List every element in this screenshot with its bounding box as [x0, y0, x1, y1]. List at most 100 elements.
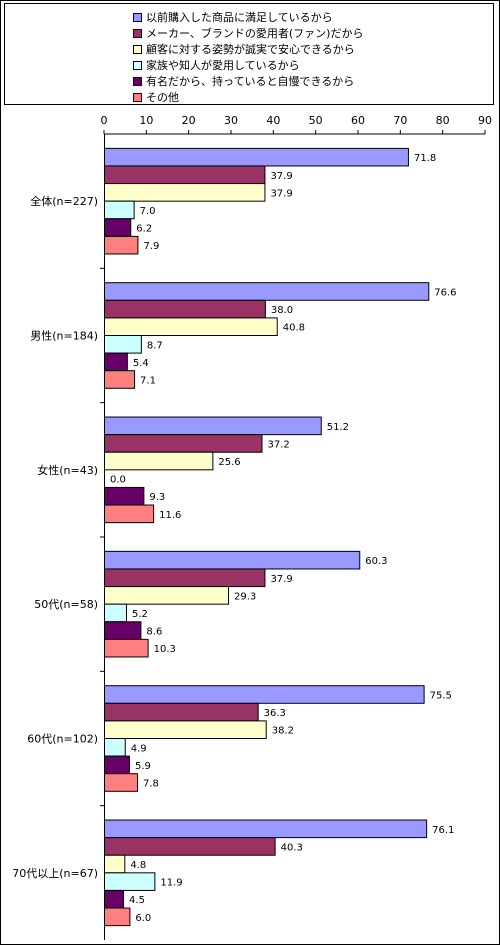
data-label: 37.9 — [270, 188, 292, 199]
bar — [104, 720, 267, 740]
legend-entry-4: 家族や知人が愛用しているから — [133, 57, 300, 73]
data-label: 71.8 — [414, 153, 436, 164]
legend-swatch — [133, 76, 142, 86]
data-label: 38.2 — [272, 726, 294, 737]
data-label: 4.9 — [131, 743, 147, 754]
category-label: 70代以上(n=67) — [12, 867, 98, 880]
data-label: 11.9 — [160, 878, 182, 889]
data-label: 38.0 — [271, 305, 293, 316]
bar — [104, 568, 266, 588]
data-label: 6.2 — [136, 224, 152, 235]
data-label: 7.0 — [140, 206, 156, 217]
bar — [104, 317, 278, 336]
legend-label: 顧客に対する姿勢が誠実で安心できるから — [146, 43, 355, 56]
data-label: 36.3 — [264, 708, 286, 719]
chart-legend: 以前購入した商品に満足しているからメーカー、ブランドの愛用者(ファン)だから 顧客… — [4, 3, 494, 105]
bar — [104, 299, 266, 319]
legend-swatch — [133, 60, 142, 70]
bar — [104, 451, 214, 471]
data-label: 5.9 — [135, 761, 151, 772]
bar — [104, 165, 266, 185]
x-tick-label: 40 — [266, 114, 280, 127]
data-label: 37.9 — [270, 574, 292, 585]
x-tick-label: 60 — [351, 114, 365, 127]
x-tick-label: 50 — [309, 114, 323, 127]
x-tick-label: 90 — [478, 114, 492, 127]
data-label: 76.1 — [432, 825, 454, 836]
data-label: 7.8 — [143, 779, 159, 790]
data-label: 7.9 — [143, 241, 159, 252]
category-label: 60代(n=102) — [27, 733, 98, 746]
x-tick-label: 20 — [182, 114, 196, 127]
legend-swatch — [133, 28, 142, 38]
bar — [104, 550, 361, 570]
data-label: 4.8 — [130, 860, 146, 871]
bar — [104, 183, 266, 202]
bar — [104, 819, 428, 839]
bar — [104, 773, 139, 792]
bar — [104, 854, 126, 874]
bar — [104, 603, 128, 623]
bar — [104, 352, 128, 372]
bar — [104, 235, 139, 255]
data-label: 7.1 — [140, 376, 156, 387]
legend-label: メーカー、ブランドの愛用者(ファン)だから — [146, 27, 364, 40]
bar — [104, 486, 145, 506]
data-label: 10.3 — [154, 644, 176, 655]
data-label: 8.6 — [146, 627, 162, 638]
bar — [104, 907, 131, 927]
data-label: 9.3 — [149, 492, 165, 503]
bar — [104, 685, 425, 704]
data-label: 37.9 — [270, 171, 292, 182]
bar — [104, 837, 276, 856]
legend-label: 以前購入した商品に満足しているから — [146, 11, 333, 24]
bar — [104, 872, 156, 891]
bar — [104, 586, 230, 605]
data-label: 8.7 — [147, 340, 163, 351]
legend-swatch — [133, 92, 142, 102]
data-label: 5.2 — [132, 609, 148, 620]
legend-entry-3: 顧客に対する姿勢が誠実で安心できるから — [133, 41, 355, 57]
data-label: 4.5 — [129, 895, 145, 906]
data-label: 51.2 — [327, 422, 349, 433]
category-label: 男性(n=184) — [30, 329, 98, 343]
legend-label: 有名だから、持っていると自慢できるから — [146, 75, 355, 88]
data-label: 76.6 — [434, 288, 456, 299]
data-label: 25.6 — [218, 457, 240, 468]
category-label: 女性(n=43) — [37, 463, 98, 477]
data-label: 5.4 — [133, 358, 149, 369]
bar — [104, 702, 259, 722]
data-label: 29.3 — [234, 591, 256, 602]
bar — [104, 738, 126, 757]
bar — [104, 621, 142, 640]
category-label: 50代(n=58) — [34, 598, 98, 611]
data-label: 75.5 — [430, 691, 452, 702]
x-tick-label: 30 — [224, 114, 238, 127]
legend-entry-1: 以前購入した商品に満足しているから — [133, 9, 333, 25]
legend-entry-5: 有名だから、持っていると自慢できるから — [133, 73, 354, 89]
x-tick-label: 10 — [139, 114, 153, 127]
bar — [104, 200, 135, 220]
legend-swatch — [133, 12, 142, 22]
x-tick-label: 70 — [393, 114, 407, 127]
x-tick-label: 80 — [436, 114, 450, 127]
bar — [104, 370, 136, 389]
bar — [104, 638, 149, 658]
data-label: 37.2 — [267, 439, 289, 450]
data-label: 0.0 — [110, 475, 126, 486]
legend-entry-6: その他 — [133, 89, 179, 105]
legend-label: 家族や知人が愛用しているから — [146, 59, 300, 72]
bar — [104, 335, 142, 354]
bar — [104, 282, 430, 301]
data-label: 11.6 — [159, 510, 181, 521]
bar — [104, 218, 132, 237]
data-label: 60.3 — [365, 556, 387, 567]
legend-label: その他 — [146, 91, 179, 104]
data-label: 40.8 — [283, 323, 305, 334]
data-label: 6.0 — [135, 913, 151, 924]
bar — [104, 416, 322, 436]
category-label: 全体(n=227) — [30, 194, 98, 208]
legend-swatch — [133, 44, 142, 54]
legend-entry-2: メーカー、ブランドの愛用者(ファン)だから — [133, 25, 363, 41]
